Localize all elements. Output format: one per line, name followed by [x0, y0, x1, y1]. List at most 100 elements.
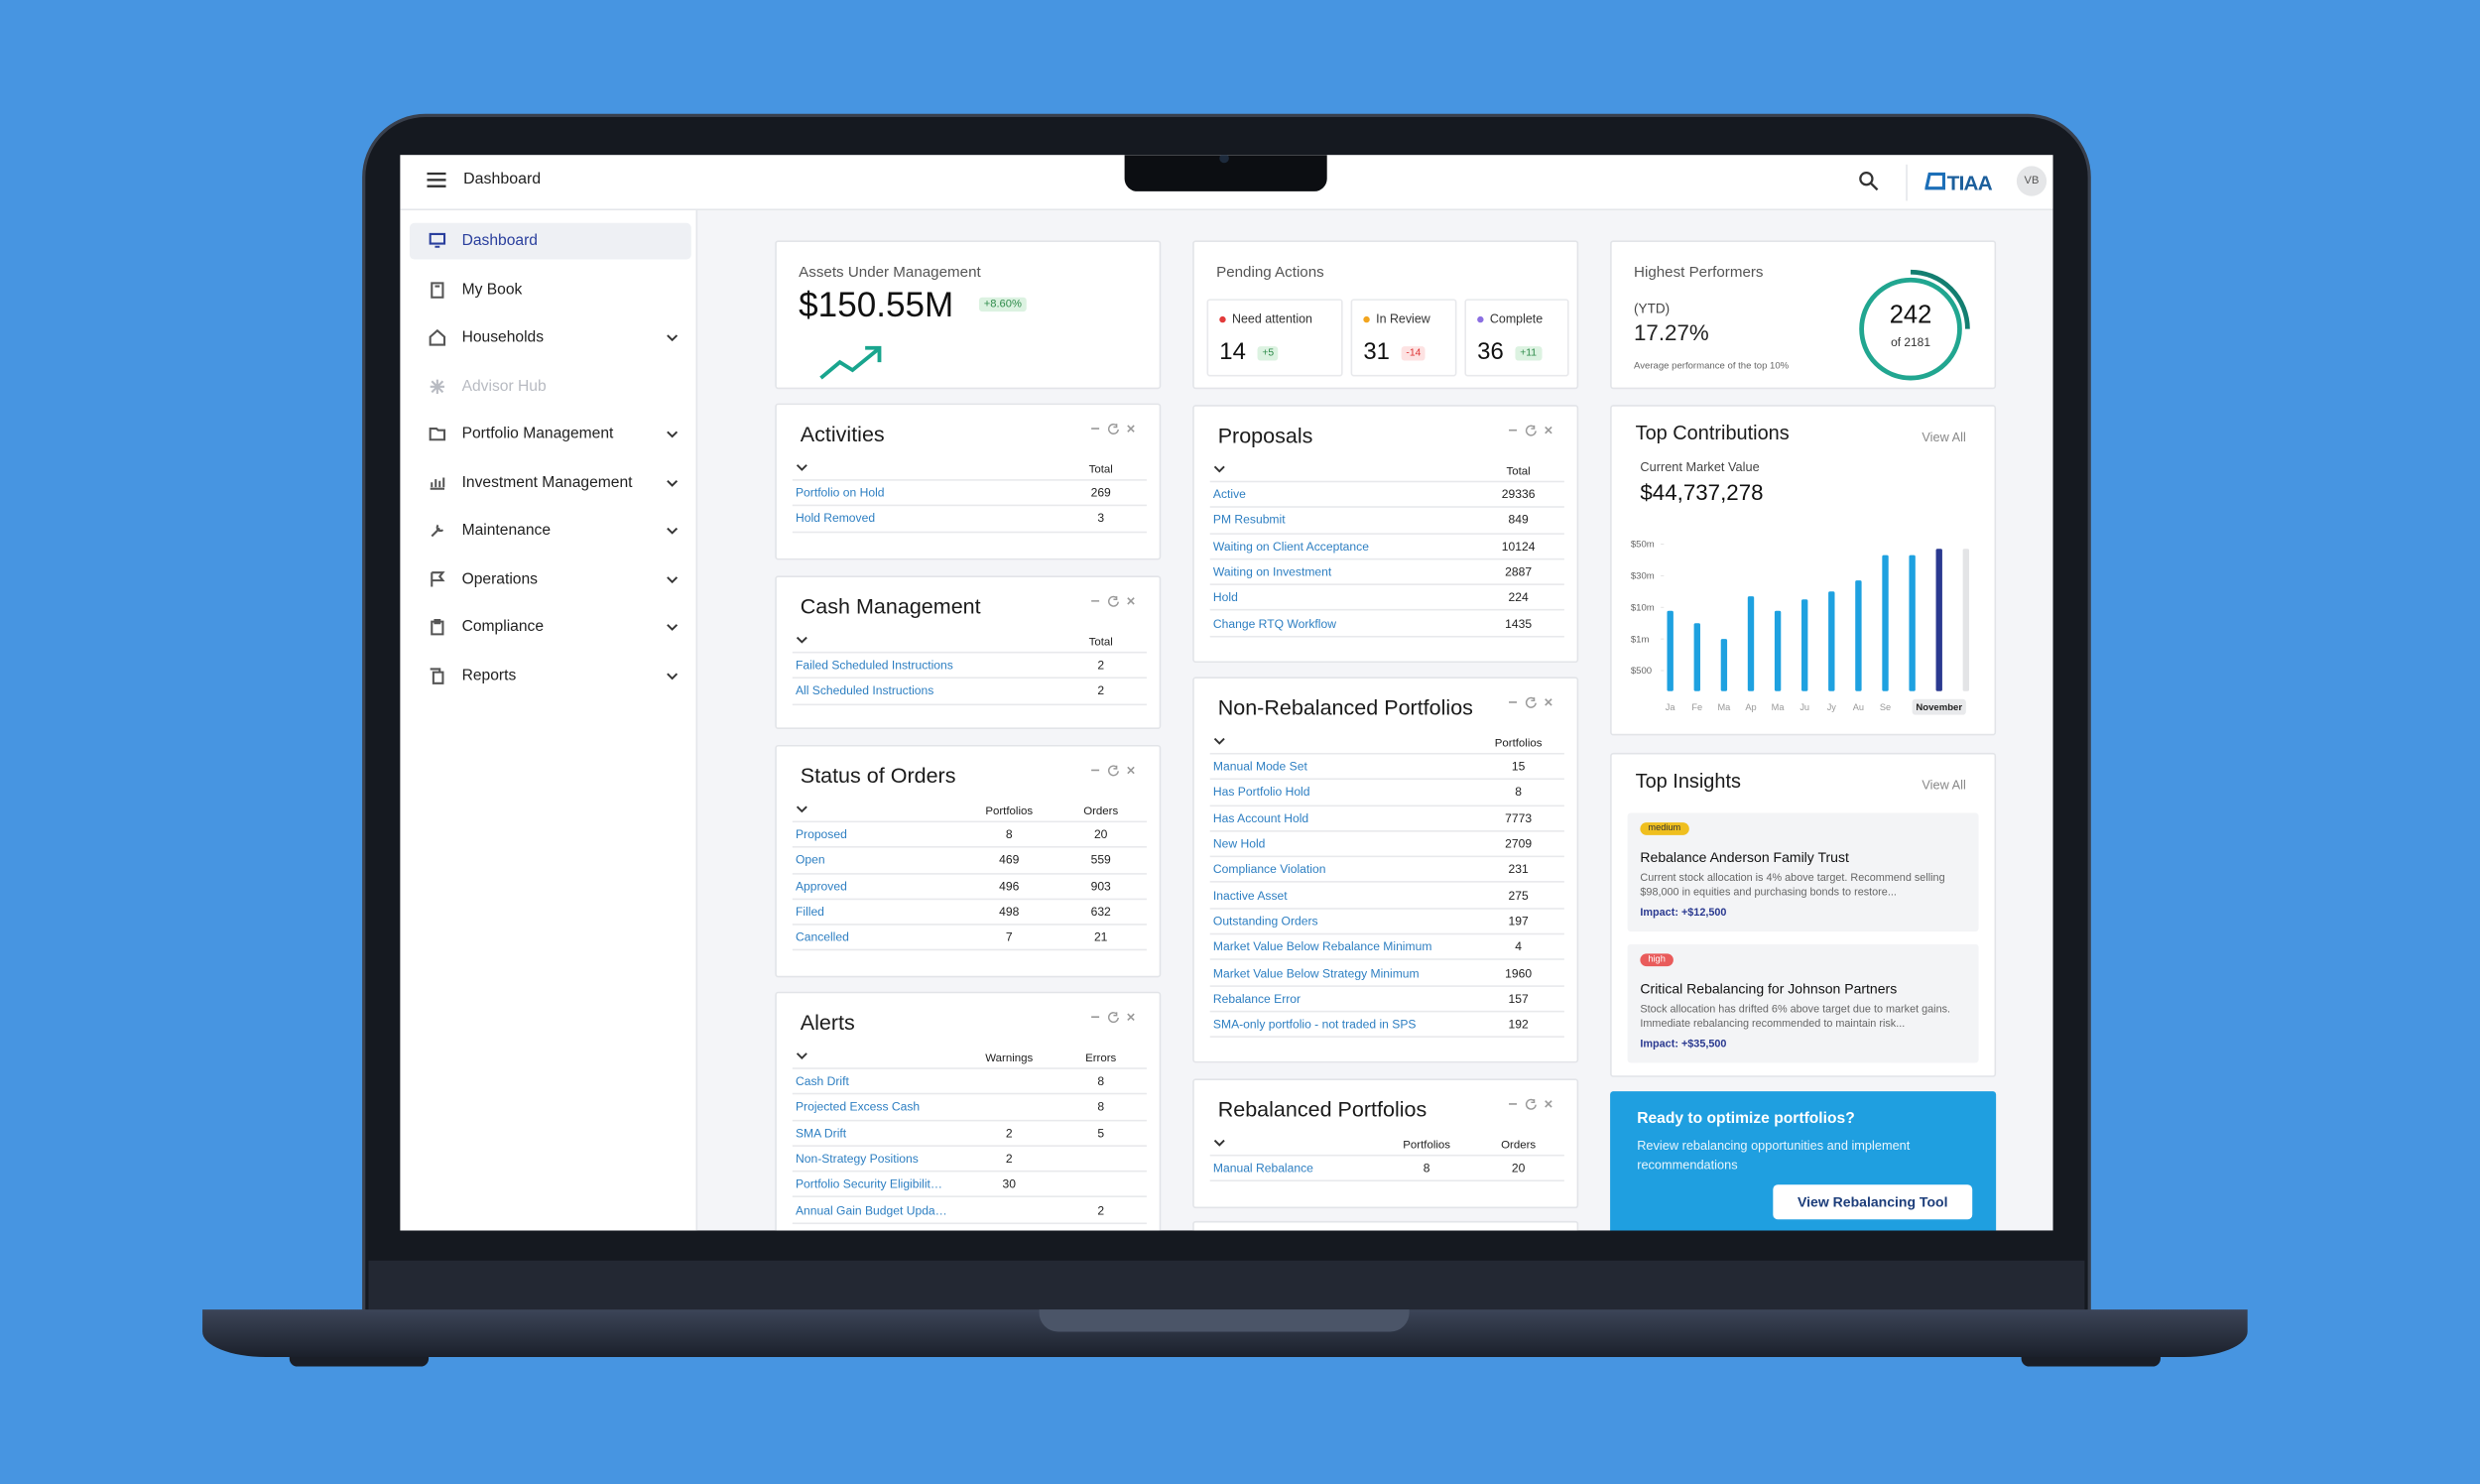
bar [1747, 596, 1755, 691]
chevron-icon [796, 636, 807, 644]
row-label[interactable]: Proposed [795, 827, 847, 842]
row-label[interactable]: Cash Drift [795, 1073, 849, 1089]
bar-chart: $500 $1m $10m $30m $50m Ja Fe Ma Ap Ma Ju Jy Au Se Nov… [1631, 540, 1970, 715]
count: 242 [1889, 302, 1932, 329]
sidebar-item[interactable]: My Book [410, 271, 691, 308]
sidebar-item[interactable]: Households [410, 319, 691, 356]
table-row: Projected Excess Cash 8 [792, 1095, 1147, 1121]
trend-icon [819, 345, 882, 380]
row-label[interactable]: All Scheduled Instructions [795, 683, 934, 698]
row-label[interactable]: Compliance Violation [1212, 862, 1326, 877]
search-icon[interactable] [1858, 171, 1879, 191]
row-label[interactable]: Open [795, 853, 825, 868]
chevron [1213, 1139, 1225, 1147]
row-label[interactable]: Active [1212, 487, 1246, 502]
row-label[interactable]: Waiting on Investment [1212, 564, 1332, 579]
row-label[interactable]: Hold [1212, 590, 1238, 605]
card-controls [1509, 425, 1552, 436]
cell: 8 [1423, 1161, 1430, 1175]
sidebar-item[interactable]: Dashboard [409, 222, 691, 260]
sidebar-label: My Book [461, 281, 523, 299]
sidebar-item[interactable]: Portfolio Management [410, 416, 691, 452]
cta-button[interactable]: View Rebalancing Tool [1773, 1184, 1973, 1220]
row-label[interactable]: Projected Excess Cash [795, 1099, 921, 1115]
cell: 903 [1090, 879, 1111, 894]
card-title: Alerts [800, 1010, 855, 1035]
row-label[interactable]: Portfolio on Hold [795, 485, 885, 501]
menu-icon[interactable] [427, 172, 446, 188]
pending-delta: -14 [1401, 346, 1426, 361]
pending-card: Pending Actions Need attention 14 +5 In Rev… [1192, 240, 1579, 390]
sidebar-item[interactable]: Compliance [410, 609, 691, 646]
cell: 20 [1093, 827, 1108, 842]
table-row: Inactive Asset 275 [1209, 883, 1564, 910]
row-label[interactable]: New Hold [1212, 836, 1266, 851]
sidebar-icon [431, 524, 444, 538]
row-label[interactable]: Rebalance Error [1212, 991, 1302, 1006]
column-header: Orders [1501, 1137, 1537, 1152]
close [1127, 1013, 1135, 1021]
sidebar-item[interactable]: Investment Management [410, 464, 691, 501]
row-label[interactable]: SMA Drift [795, 1125, 847, 1141]
row-label[interactable]: Filled [795, 905, 824, 920]
card-title: Non-Rebalanced Portfolios [1217, 695, 1473, 720]
chevron-icon [667, 527, 679, 535]
sidebar-icon [429, 428, 446, 441]
row-label[interactable]: Has Portfolio Hold [1212, 785, 1310, 800]
highest-title: Highest Performers [1634, 264, 1764, 282]
row-label[interactable]: Approved [795, 879, 847, 894]
table-row: PM Resubmit 849 [1209, 508, 1564, 535]
cta-title: Ready to optimize portfolios? [1637, 1110, 1855, 1128]
row-label[interactable]: Waiting on Client Acceptance [1212, 539, 1369, 554]
row-label[interactable]: Manual Rebalance [1212, 1161, 1313, 1175]
row-label[interactable]: Annual Gain Budget Upda… [795, 1202, 947, 1218]
row-label[interactable]: Inactive Asset [1212, 888, 1288, 903]
row-label[interactable]: Outstanding Orders [1212, 914, 1318, 928]
row-label[interactable]: Non-Strategy Positions [795, 1151, 919, 1167]
row-label[interactable]: Market Value Below Rebalance Minimum [1212, 939, 1432, 954]
insight-tag: medium [1640, 822, 1689, 835]
orders-card: Status of Orders Portfolios Orders Proposed… [775, 744, 1162, 978]
row-label[interactable]: Hold Removed [795, 511, 876, 527]
sidebar-item[interactable]: Reports [410, 657, 691, 693]
row-label[interactable]: SMA-only portfolio - not traded in SPS [1212, 1017, 1417, 1032]
insight-impact: Impact: +$35,500 [1640, 1039, 1727, 1051]
row-label[interactable]: PM Resubmit [1212, 513, 1286, 528]
sidebar-item[interactable]: Maintenance [410, 513, 691, 550]
aum-change: +8.60% [978, 297, 1027, 312]
row-label[interactable]: Manual Mode Set [1212, 759, 1307, 774]
table-row: Market Value Below Strategy Minimum 1960 [1209, 960, 1564, 987]
x-tick-label: Fe [1691, 702, 1702, 712]
chevron [667, 527, 679, 535]
x-tick-label: Ap [1745, 702, 1756, 712]
row-label[interactable]: Has Account Hold [1212, 810, 1309, 825]
sidebar-label: Households [461, 328, 545, 347]
card-title: Cash Management [800, 594, 981, 619]
table: Portfolios Orders Proposed 8 20 Open 469 559 App… [792, 801, 1147, 952]
highest-card: Highest Performers (YTD) 17.27% Average … [1610, 240, 1997, 390]
table-header: Warnings Errors [792, 1047, 1147, 1069]
cell: 3 [1097, 511, 1105, 527]
row-label[interactable]: Portfolio Security Eligibilit… [795, 1176, 943, 1192]
cell: 2 [1005, 1125, 1013, 1141]
table-row: Outstanding Orders 197 [1209, 909, 1564, 935]
row-label[interactable]: Market Value Below Strategy Minimum [1212, 965, 1420, 980]
cell: 5 [1097, 1125, 1105, 1141]
sidebar: Dashboard My Book Households Advisor Hub Por… [400, 210, 698, 1231]
sidebar-icon [431, 570, 445, 586]
insight[interactable]: high Critical Rebalancing for Johnson Par… [1627, 943, 1979, 1063]
insight[interactable]: medium Rebalance Anderson Family Trust Cur… [1627, 812, 1979, 932]
table-row: Non-Strategy Positions 2 [792, 1147, 1147, 1173]
header-cell [793, 1051, 963, 1064]
sidebar-item[interactable]: Operations [410, 560, 691, 597]
row-label[interactable]: Cancelled [795, 930, 849, 945]
view-all[interactable]: View All [1922, 430, 1966, 445]
avatar[interactable]: VB [2016, 166, 2047, 196]
row-label[interactable]: Change RTQ Workflow [1212, 616, 1336, 631]
icon [429, 328, 446, 346]
view-all[interactable]: View All [1922, 778, 1966, 793]
cell: 2 [1097, 683, 1105, 698]
row-label[interactable]: Failed Scheduled Instructions [795, 658, 953, 673]
sidebar-item[interactable]: Advisor Hub [410, 368, 691, 405]
chevron-icon [667, 575, 679, 583]
